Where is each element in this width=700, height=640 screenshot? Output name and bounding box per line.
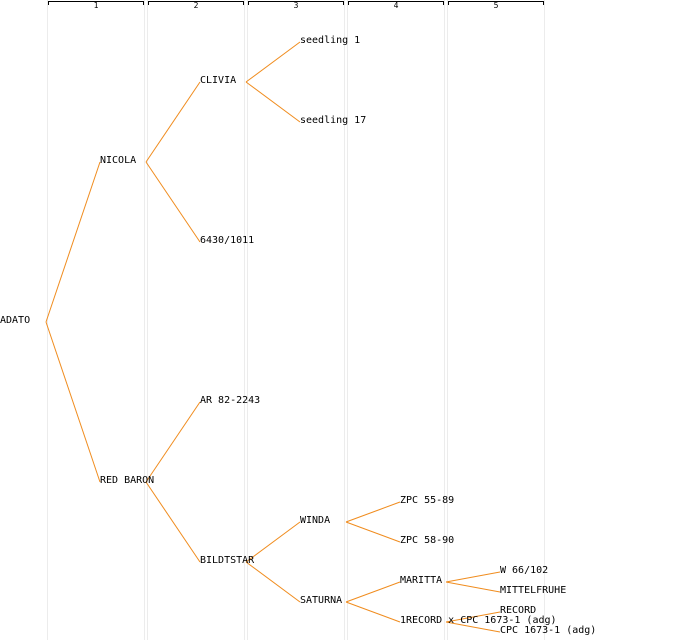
generation-column-3: 3 [247, 0, 345, 640]
node-zpc-58-90: ZPC 58-90 [400, 535, 455, 546]
node-seedling-17: seedling 17 [300, 115, 367, 126]
node-1record-x-cpc-1673-1-adg: 1RECORD x CPC 1673-1 (adg) [400, 615, 557, 626]
connector-bildtstar-to-saturna [245, 561, 301, 603]
node-winda: WINDA [300, 515, 331, 526]
generation-bracket [248, 1, 344, 5]
connector-winda-to-zpc-58-90 [345, 521, 401, 543]
connector-1record-x-cpc-1673-1-adg-to-record [445, 611, 501, 623]
connector-adato-to-nicola [45, 161, 101, 323]
generation-column-2: 2 [147, 0, 245, 640]
generation-column-5: 5 [447, 0, 545, 640]
node-6430-1011: 6430/1011 [200, 235, 255, 246]
connector-winda-to-zpc-55-89 [345, 501, 401, 523]
generation-bracket [148, 1, 244, 5]
node-cpc-1673-1-adg: CPC 1673-1 (adg) [500, 625, 597, 636]
connector-saturna-to-1record-x-cpc-1673-1-adg [345, 601, 401, 623]
node-w-66-102: W 66/102 [500, 565, 549, 576]
node-bildtstar: BILDTSTAR [200, 555, 255, 566]
node-nicola: NICOLA [100, 155, 137, 166]
connector-saturna-to-maritta [345, 581, 401, 603]
generation-column-1: 1 [47, 0, 145, 640]
node-mittelfruhe: MITTELFRUHE [500, 585, 567, 596]
generation-number: 4 [393, 1, 399, 10]
generation-bracket [348, 1, 444, 5]
connector-maritta-to-w-66-102 [445, 571, 501, 583]
node-record: RECORD [500, 605, 537, 616]
connector-red-baron-to-ar-82-2243 [145, 401, 201, 483]
generation-bracket [448, 1, 544, 5]
connector-clivia-to-seedling-1 [245, 41, 301, 83]
connector-nicola-to-clivia [145, 81, 201, 163]
node-red-baron: RED BARON [100, 475, 155, 486]
node-adato: ADATO [0, 315, 31, 326]
node-seedling-1: seedling 1 [300, 35, 361, 46]
connector-maritta-to-mittelfruhe [445, 581, 501, 593]
generation-number: 3 [293, 1, 299, 10]
connector-1record-x-cpc-1673-1-adg-to-cpc-1673-1-adg [445, 621, 501, 633]
generation-bracket [48, 1, 144, 5]
connector-bildtstar-to-winda [245, 521, 301, 563]
node-maritta: MARITTA [400, 575, 443, 586]
node-saturna: SATURNA [300, 595, 343, 606]
connector-nicola-to-6430-1011 [145, 161, 201, 243]
generation-number: 1 [93, 1, 99, 10]
node-clivia: CLIVIA [200, 75, 237, 86]
connector-red-baron-to-bildtstar [145, 481, 201, 563]
connector-adato-to-red-baron [45, 321, 101, 483]
connector-clivia-to-seedling-17 [245, 81, 301, 123]
generation-number: 5 [493, 1, 499, 10]
generation-column-4: 4 [347, 0, 445, 640]
generation-number: 2 [193, 1, 199, 10]
node-zpc-55-89: ZPC 55-89 [400, 495, 455, 506]
node-ar-82-2243: AR 82-2243 [200, 395, 261, 406]
